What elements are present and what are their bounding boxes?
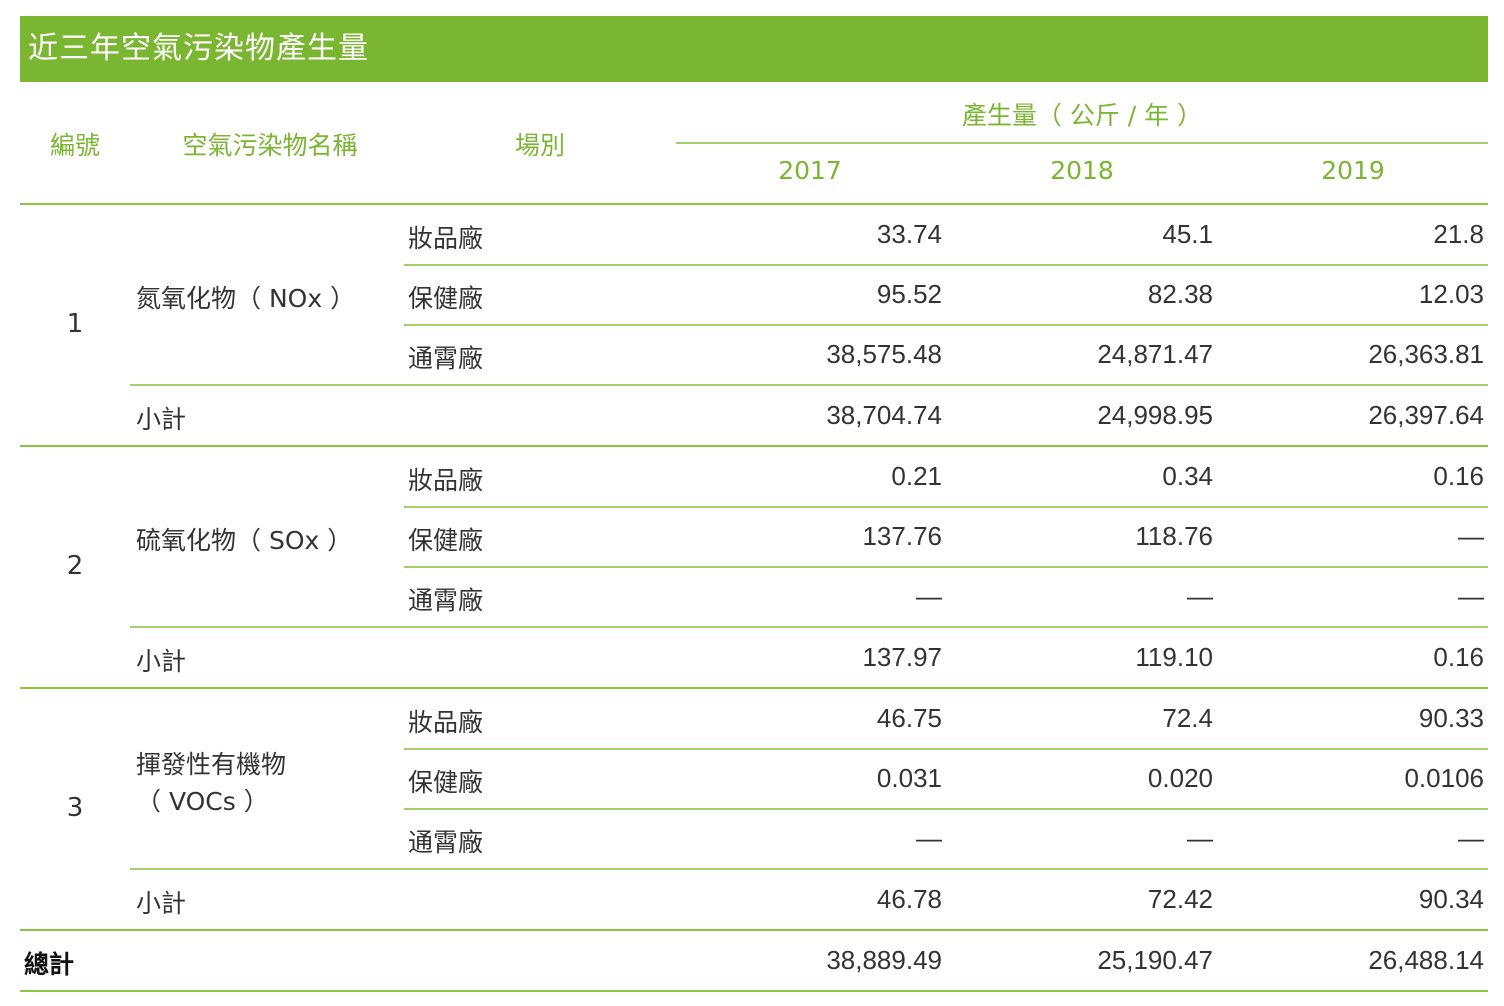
subtotal-cell: 119.10 [1135,642,1213,672]
header-amount: 產生量（ 公斤 / 年 ） [961,101,1203,130]
row-divider [404,566,1488,568]
title-bar: 近三年空氣污染物產生量 [20,16,1488,82]
subtotal-cell: 90.34 [1418,884,1484,914]
header-divider [676,142,1488,144]
header-year-2017: 2017 [778,156,842,185]
pollutant-name-line2: （ VOCs ） [136,787,269,816]
header-year-2019: 2019 [1321,156,1385,185]
subtotal-label: 小計 [136,647,187,676]
site-label: 通霄廠 [408,344,484,373]
row-divider [130,626,1488,628]
site-label: 通霄廠 [408,828,484,857]
value-cell: — [1458,581,1484,611]
total-cell: 38,889.49 [826,945,942,975]
value-cell: 0.21 [891,461,942,491]
subtotal-cell: 0.16 [1433,642,1484,672]
value-cell: 12.03 [1418,279,1484,309]
pollutant-name-line1: 揮發性有機物 [136,750,287,779]
pollutant-name: 硫氧化物（ SOx ） [136,526,353,555]
value-cell: 90.33 [1418,703,1484,733]
subtotal-cell: 26,397.64 [1368,400,1484,430]
value-cell: 0.020 [1147,763,1213,793]
site-label: 妝品廠 [408,466,484,495]
value-cell: 0.16 [1433,461,1484,491]
value-cell: — [1187,581,1213,611]
value-cell: — [1458,823,1484,853]
total-cell: 26,488.14 [1368,945,1484,975]
value-cell: 38,575.48 [826,339,942,369]
value-cell: 0.031 [876,763,942,793]
value-cell: 33.74 [876,219,942,249]
subtotal-cell: 46.78 [876,884,942,914]
row-divider [404,506,1488,508]
value-cell: 0.0106 [1404,763,1484,793]
total-cell: 25,190.47 [1097,945,1213,975]
value-cell: 72.4 [1162,703,1213,733]
value-cell: 82.38 [1147,279,1213,309]
row-divider [404,808,1488,810]
value-cell: — [916,823,942,853]
subtotal-cell: 137.97 [862,642,942,672]
row-divider [404,324,1488,326]
subtotal-cell: 72.42 [1147,884,1213,914]
header-year-2018: 2018 [1050,156,1114,185]
header-site: 場別 [514,131,565,160]
group-divider [20,445,1488,447]
site-label: 通霄廠 [408,586,484,615]
value-cell: — [916,581,942,611]
table-bottom-line [20,990,1488,992]
pollutant-name: 氮氧化物（ NOx ） [136,284,356,313]
value-cell: 45.1 [1162,219,1213,249]
total-label: 總計 [24,950,75,979]
row-divider [130,384,1488,386]
group-divider [20,687,1488,689]
site-label: 妝品廠 [408,708,484,737]
site-label: 保健廠 [408,284,484,313]
value-cell: — [1458,521,1484,551]
row-divider [404,748,1488,750]
value-cell: 118.76 [1135,521,1213,551]
group-divider [20,929,1488,931]
header-bottom-line [20,203,1488,205]
value-cell: 26,363.81 [1368,339,1484,369]
row-divider [130,868,1488,870]
subtotal-cell: 38,704.74 [826,400,942,430]
value-cell: 21.8 [1433,219,1484,249]
value-cell: 24,871.47 [1097,339,1213,369]
value-cell: 0.34 [1162,461,1213,491]
site-label: 保健廠 [408,526,484,555]
group-id: 1 [66,309,84,339]
header-id: 編號 [49,131,100,160]
group-id: 2 [66,551,84,581]
value-cell: 95.52 [876,279,942,309]
subtotal-label: 小計 [136,405,187,434]
group-id: 3 [66,793,84,823]
value-cell: 46.75 [876,703,942,733]
subtotal-label: 小計 [136,889,187,918]
page-title: 近三年空氣污染物產生量 [28,31,369,66]
site-label: 保健廠 [408,768,484,797]
subtotal-cell: 24,998.95 [1097,400,1213,430]
value-cell: 137.76 [862,521,942,551]
value-cell: — [1187,823,1213,853]
site-label: 妝品廠 [408,224,484,253]
row-divider [404,264,1488,266]
header-pollutant: 空氣污染物名稱 [182,131,358,160]
